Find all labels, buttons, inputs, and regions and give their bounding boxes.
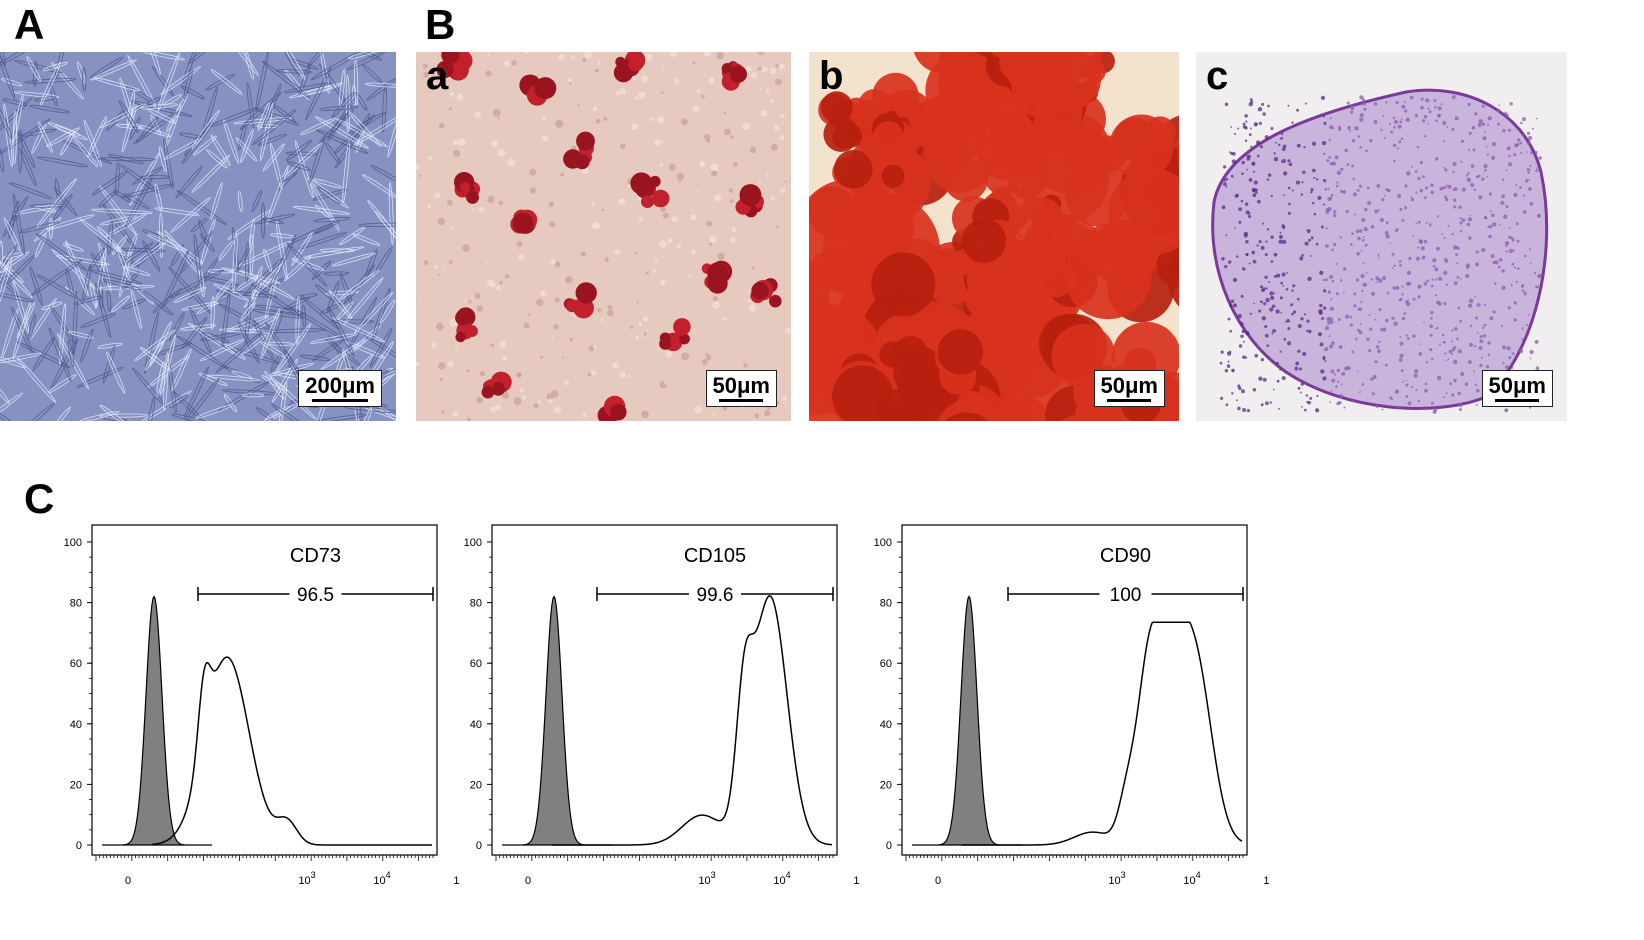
- y-tick-label: 20: [470, 779, 482, 791]
- histogram-cd90: 0 20 40 60 80 100 0 103 104 105 100 CD90: [850, 515, 1270, 940]
- panel-label-a: A: [14, 4, 44, 46]
- oil-red-stain-image: [416, 52, 791, 421]
- scale-bar: 200μm: [298, 370, 382, 407]
- x-tick-exponent: 4: [786, 870, 791, 880]
- stained-histogram: [552, 596, 832, 845]
- micrograph-cell-culture: 200μm: [0, 52, 396, 421]
- stained-histogram: [962, 622, 1242, 845]
- background: [0, 52, 396, 421]
- y-tick-label: 60: [880, 658, 892, 670]
- scale-bar-line: [1495, 399, 1539, 402]
- micrograph-chondrogenic: c 50μm: [1196, 52, 1567, 421]
- y-tick-label: 100: [464, 537, 482, 549]
- y-tick-label: 100: [874, 537, 892, 549]
- cell-culture-image: [0, 52, 396, 421]
- y-tick-label: 60: [70, 658, 82, 670]
- y-tick-label: 20: [70, 779, 82, 791]
- x-tick-label: 0: [125, 875, 131, 887]
- x-tick-label: 103: [698, 870, 715, 887]
- scale-bar: 50μm: [1094, 370, 1166, 407]
- histogram-svg: 0 20 40 60 80 100 0 103 104 105 100 CD90: [850, 515, 1270, 935]
- scale-bar-line: [312, 399, 368, 402]
- x-tick-exponent: 3: [711, 870, 716, 880]
- x-tick-label: 104: [1183, 870, 1200, 887]
- micrograph-osteogenic: b 50μm: [809, 52, 1179, 421]
- x-tick-exponent: 4: [386, 870, 391, 880]
- gate-percentage: 100: [1110, 585, 1142, 606]
- y-tick-label: 0: [886, 840, 892, 852]
- x-tick-label: 104: [373, 870, 390, 887]
- marker-label: CD105: [684, 545, 746, 567]
- scale-bar-label: 50μm: [713, 374, 771, 397]
- gate-percentage: 99.6: [697, 585, 734, 606]
- y-tick-label: 40: [70, 719, 82, 731]
- x-tick-label: 105: [1263, 870, 1270, 887]
- scale-bar-label: 200μm: [305, 374, 375, 397]
- toluidine-blue-pellet-image: [1196, 52, 1567, 421]
- y-tick-label: 80: [70, 598, 82, 610]
- scale-bar: 50μm: [706, 370, 778, 407]
- subpanel-label-a: a: [426, 56, 448, 96]
- gate-percentage: 96.5: [297, 585, 334, 606]
- stained-histogram: [152, 657, 432, 845]
- background: [416, 52, 791, 421]
- x-tick-exponent: 3: [1121, 870, 1126, 880]
- subpanel-label-b: b: [819, 56, 843, 96]
- y-tick-label: 0: [76, 840, 82, 852]
- y-tick-label: 100: [64, 537, 82, 549]
- x-tick-label: 0: [525, 875, 531, 887]
- y-tick-label: 0: [476, 840, 482, 852]
- scale-bar: 50μm: [1482, 370, 1554, 407]
- scale-bar-line: [1107, 399, 1151, 402]
- x-tick-label: 103: [1108, 870, 1125, 887]
- x-tick-exponent: 3: [311, 870, 316, 880]
- y-tick-label: 40: [880, 719, 892, 731]
- y-tick-label: 60: [470, 658, 482, 670]
- panel-label-b: B: [425, 4, 455, 46]
- y-tick-label: 80: [470, 598, 482, 610]
- x-tick-label: 104: [773, 870, 790, 887]
- panel-label-c: C: [24, 478, 54, 520]
- y-tick-label: 20: [880, 779, 892, 791]
- subpanel-label-c: c: [1206, 56, 1228, 96]
- isotype-histogram: [912, 597, 1022, 845]
- x-tick-label: 0: [935, 875, 941, 887]
- x-tick-exponent: 4: [1196, 870, 1201, 880]
- scale-bar-label: 50μm: [1101, 374, 1159, 397]
- marker-label: CD90: [1100, 545, 1151, 567]
- micrograph-adipogenic: a 50μm: [416, 52, 791, 421]
- y-tick-label: 80: [880, 598, 892, 610]
- scale-bar-label: 50μm: [1489, 374, 1547, 397]
- isotype-histogram: [502, 597, 612, 845]
- alizarin-red-stain-image: [809, 52, 1179, 421]
- isotype-histogram: [102, 597, 212, 845]
- y-tick-label: 40: [470, 719, 482, 731]
- x-tick-label: 103: [298, 870, 315, 887]
- marker-label: CD73: [290, 545, 341, 567]
- scale-bar-line: [719, 399, 763, 402]
